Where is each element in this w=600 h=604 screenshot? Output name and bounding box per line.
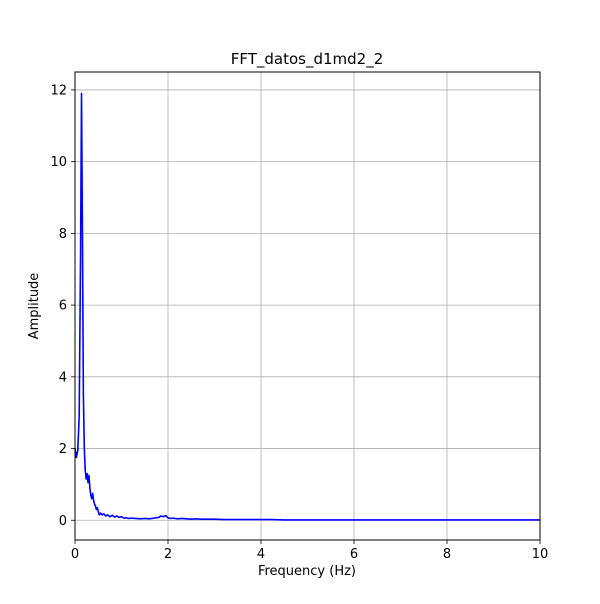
y-tick-label: 8 [59, 227, 67, 242]
x-tick-label: 2 [164, 547, 172, 562]
ticks-layer: 0 2 4 6 8 10 0 2 4 6 8 10 12 [50, 83, 548, 562]
x-axis-label: Frequency (Hz) [258, 564, 356, 579]
series-layer [74, 92, 540, 521]
grid-layer [74, 72, 541, 540]
y-axis-label: Amplitude [27, 273, 42, 340]
y-tick-label: 4 [59, 370, 67, 385]
x-tick-label: 6 [350, 547, 358, 562]
y-tick-label: 12 [50, 83, 67, 98]
y-tick-label: 10 [50, 155, 67, 170]
x-tick-label: 10 [532, 547, 549, 562]
chart-title: FFT_datos_d1md2_2 [231, 50, 384, 69]
series-line-0 [74, 92, 540, 521]
x-tick-label: 4 [257, 547, 265, 562]
y-tick-label: 0 [59, 514, 67, 529]
x-tick-label: 0 [71, 547, 79, 562]
plot-frame [74, 71, 541, 541]
x-tick-label: 8 [443, 547, 451, 562]
y-tick-label: 2 [59, 442, 67, 457]
y-tick-label: 6 [59, 299, 67, 314]
